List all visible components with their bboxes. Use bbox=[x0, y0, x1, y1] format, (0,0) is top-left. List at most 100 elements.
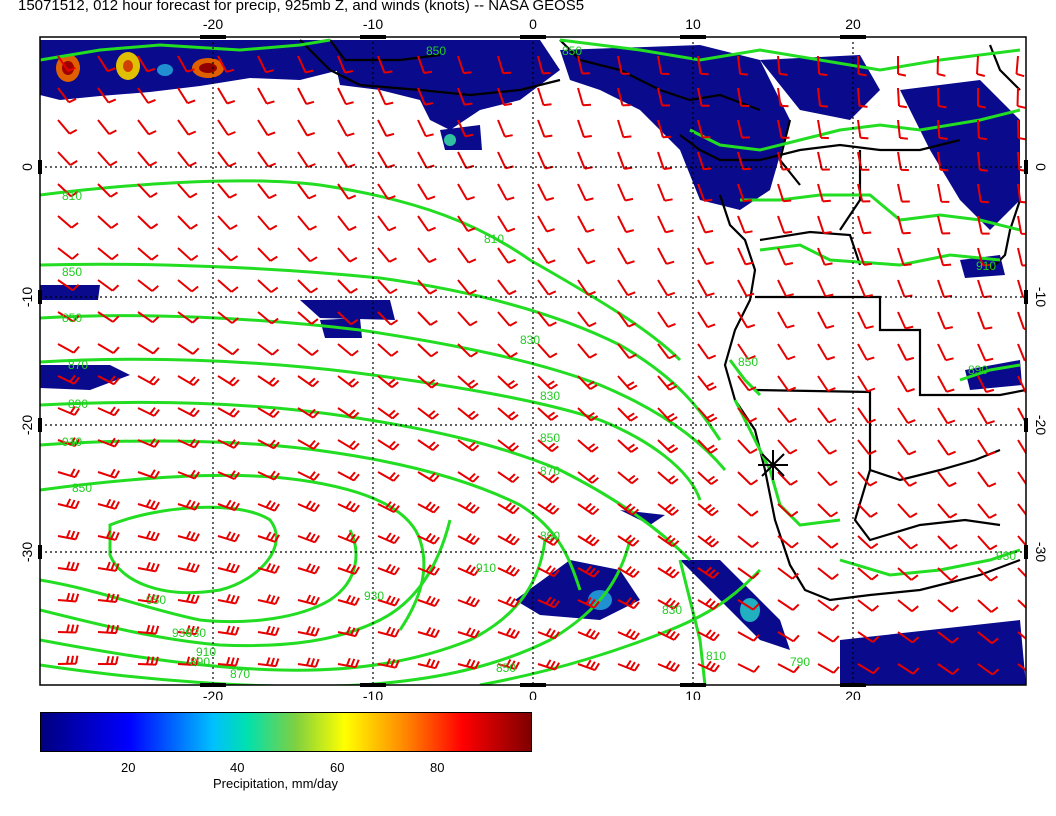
wind-barb bbox=[817, 375, 836, 392]
wind-barb bbox=[337, 247, 358, 263]
wind-barb bbox=[1017, 535, 1026, 547]
wind-barb bbox=[777, 247, 794, 266]
wind-barb bbox=[897, 311, 914, 330]
wind-barb bbox=[497, 119, 513, 138]
wind-barb bbox=[137, 311, 160, 324]
wind-barb bbox=[737, 215, 753, 234]
wind-barb bbox=[417, 564, 440, 576]
wind-barb bbox=[577, 502, 600, 516]
wind-barb bbox=[537, 565, 560, 578]
wind-barb bbox=[217, 343, 240, 356]
wind-barb bbox=[937, 503, 958, 519]
wind-barb bbox=[936, 55, 946, 77]
wind-barb bbox=[457, 439, 480, 452]
wind-barb bbox=[857, 439, 877, 456]
wind-barb bbox=[777, 119, 790, 139]
wind-barb bbox=[1017, 567, 1026, 578]
lon-tick-bottom: -20 bbox=[203, 688, 223, 700]
lon-tick-top: 0 bbox=[529, 16, 537, 32]
wind-barb bbox=[457, 343, 478, 358]
lat-tick-left: -30 bbox=[19, 542, 35, 562]
wind-barb bbox=[137, 215, 159, 230]
wind-barb bbox=[817, 535, 839, 549]
wind-barb bbox=[137, 55, 156, 73]
wind-barb bbox=[337, 311, 359, 326]
wind-barb bbox=[137, 375, 160, 386]
wind-barb bbox=[937, 311, 953, 330]
wind-barb bbox=[57, 151, 78, 166]
wind-barb bbox=[817, 471, 838, 487]
wind-barb bbox=[257, 625, 280, 637]
wind-barb bbox=[217, 531, 240, 543]
wind-barb bbox=[697, 375, 717, 391]
wind-barb bbox=[377, 247, 397, 263]
lon-tick-top: -20 bbox=[203, 16, 223, 32]
wind-barb bbox=[537, 87, 552, 107]
wind-barb bbox=[937, 375, 955, 393]
wind-barb bbox=[97, 406, 120, 417]
contour-label: 890 bbox=[68, 397, 88, 411]
wind-barb bbox=[617, 439, 639, 453]
wind-barb bbox=[297, 500, 320, 513]
wind-barb bbox=[497, 564, 520, 577]
wind-barb bbox=[97, 530, 120, 541]
wind-barb bbox=[617, 628, 640, 641]
wind-barb bbox=[297, 311, 319, 325]
wind-barb bbox=[577, 659, 600, 672]
lat-tick-left: 0 bbox=[19, 163, 35, 171]
wind-barb bbox=[577, 247, 596, 265]
wind-barb bbox=[817, 215, 832, 235]
wind-barb bbox=[177, 119, 197, 136]
wind-barb bbox=[497, 215, 516, 233]
wind-barb bbox=[177, 183, 198, 199]
wind-barb bbox=[1016, 87, 1026, 109]
wind-barb bbox=[817, 503, 839, 518]
wind-barb bbox=[57, 87, 77, 104]
wind-barb bbox=[617, 343, 637, 359]
wind-barb bbox=[577, 311, 597, 328]
wind-barb bbox=[537, 596, 560, 609]
wind-barb bbox=[337, 119, 355, 137]
wind-barb bbox=[777, 55, 788, 76]
contour-label: 890 bbox=[190, 655, 210, 669]
contour-label: 910 bbox=[62, 435, 82, 449]
colorbar-tick: 20 bbox=[121, 760, 136, 775]
wind-barb bbox=[177, 562, 200, 573]
wind-barb bbox=[377, 658, 400, 669]
wind-barb bbox=[297, 657, 320, 668]
wind-barb bbox=[137, 87, 156, 104]
lat-tick-right: 0 bbox=[1033, 163, 1049, 171]
wind-barb bbox=[817, 247, 833, 266]
wind-barb bbox=[857, 247, 873, 266]
wind-barb bbox=[1017, 663, 1026, 672]
contour-label: 870 bbox=[230, 667, 250, 681]
wind-barb bbox=[457, 311, 478, 327]
wind-barb bbox=[217, 87, 236, 105]
wind-barb bbox=[1017, 503, 1026, 517]
wind-barb bbox=[777, 503, 799, 518]
wind-barb bbox=[217, 499, 240, 512]
wind-barb bbox=[537, 439, 559, 453]
wind-barb bbox=[257, 183, 277, 200]
wind-barb bbox=[777, 215, 793, 234]
map-title: 15071512, 012 hour forecast for precip, … bbox=[18, 0, 585, 14]
wind-barb bbox=[697, 151, 712, 171]
wind-barb bbox=[137, 343, 160, 355]
wind-barb bbox=[617, 503, 640, 516]
wind-barb bbox=[177, 87, 196, 105]
wind-barb bbox=[737, 55, 749, 76]
wind-barb bbox=[977, 151, 988, 172]
contour-label: 850 bbox=[496, 661, 516, 675]
wind-barb bbox=[857, 55, 867, 77]
wind-barb bbox=[417, 595, 440, 607]
wind-barb bbox=[537, 343, 558, 359]
wind-barb bbox=[617, 215, 635, 234]
wind-barb bbox=[977, 631, 999, 645]
wind-barb bbox=[537, 215, 555, 233]
wind-barb bbox=[177, 407, 200, 418]
wind-barb bbox=[257, 439, 280, 450]
wind-barb bbox=[777, 311, 795, 329]
contour-label: 950 bbox=[146, 593, 166, 607]
wind-barb bbox=[337, 151, 356, 169]
wind-barb bbox=[897, 215, 911, 235]
